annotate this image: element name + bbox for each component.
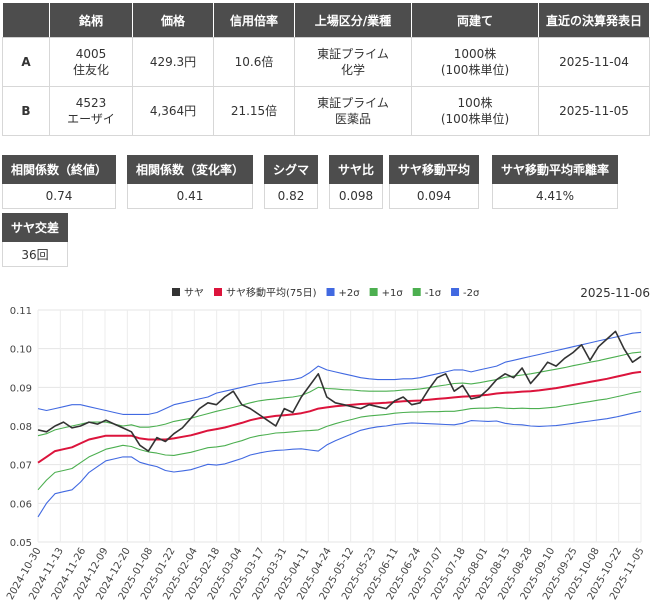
stat-spread-ratio: サヤ比 0.098: [328, 155, 384, 209]
market-cell: 東証プライム 化学: [294, 37, 412, 87]
stat-label: 相関係数（変化率）: [126, 155, 254, 184]
table-header-row: 銘柄 価格 信用倍率 上場区分/業種 両建て 直近の決算発表日: [2, 2, 650, 38]
stat-value: 36回: [1, 241, 69, 267]
legend-label: サヤ: [184, 287, 204, 299]
legend-swatch: [369, 288, 378, 296]
series-line-4: [37, 391, 642, 491]
market: 東証プライム: [317, 47, 389, 61]
margin-cell: 10.6倍: [213, 37, 295, 87]
header-earnings-date: 直近の決算発表日: [538, 2, 650, 38]
hedge-cell: 100株 (100株単位): [411, 86, 539, 136]
stat-correlation-close: 相関係数（終値） 0.74: [1, 155, 117, 209]
legend-swatch: [214, 288, 222, 296]
legend-label: サヤ移動平均(75日): [226, 286, 317, 299]
earnings-cell: 2025-11-04: [538, 37, 650, 87]
price-cell: 4,364円: [132, 86, 214, 136]
series-line-2: [37, 331, 642, 415]
stat-sigma: シグマ 0.82: [263, 155, 319, 209]
y-tick-label: 0.05: [10, 538, 32, 549]
industry: 化学: [340, 63, 365, 77]
legend-label: +1σ: [382, 288, 404, 299]
stat-spread-ma: サヤ移動平均 0.094: [388, 155, 480, 209]
legend-swatch: [172, 288, 180, 296]
stat-value: 0.094: [388, 183, 480, 209]
hedge-qty: 1000株: [453, 47, 497, 61]
series-line-3: [37, 351, 642, 437]
header-stock: 銘柄: [49, 2, 133, 38]
earnings-cell: 2025-11-05: [538, 86, 650, 136]
stock-code: 4523: [75, 96, 107, 110]
stat-value: 0.41: [126, 183, 254, 209]
legend-label: -1σ: [425, 288, 442, 299]
header-price: 価格: [132, 2, 214, 38]
legend-swatch: [326, 288, 335, 296]
hedge-qty: 100株: [457, 96, 493, 110]
row-key: A: [2, 37, 50, 87]
stat-spread-cross: サヤ交差 36回: [1, 213, 69, 267]
header-hedge: 両建て: [411, 2, 539, 38]
y-tick-label: 0.08: [10, 422, 32, 433]
chart-date-label: 2025-11-06: [580, 286, 650, 300]
stat-label: サヤ移動平均乖離率: [491, 155, 619, 184]
stat-value: 0.74: [1, 183, 117, 209]
row-key: B: [2, 86, 50, 136]
header-margin-ratio: 信用倍率: [213, 2, 295, 38]
stock-cell[interactable]: 4005 住友化: [49, 37, 133, 87]
stat-spread-ma-deviation: サヤ移動平均乖離率 4.41%: [491, 155, 619, 209]
industry: 医薬品: [334, 112, 371, 126]
stat-label: 相関係数（終値）: [1, 155, 117, 184]
hedge-unit: (100株単位): [440, 112, 510, 126]
series-line-0: [37, 330, 642, 452]
series-line-5: [37, 410, 642, 518]
legend-label: +2σ: [339, 288, 361, 299]
y-tick-label: 0.10: [10, 345, 32, 356]
stat-value: 0.098: [328, 183, 384, 209]
stat-correlation-change: 相関係数（変化率） 0.41: [126, 155, 254, 209]
y-tick-label: 0.11: [10, 306, 32, 317]
stat-value: 4.41%: [491, 183, 619, 209]
table-row: B 4523 エーザイ 4,364円 21.15倍 東証プライム 医薬品 100株 (…: [2, 86, 650, 136]
stock-name: 住友化: [72, 63, 109, 77]
legend-label: -2σ: [463, 288, 480, 299]
stock-code: 4005: [75, 47, 107, 61]
header-market-industry: 上場区分/業種: [294, 2, 412, 38]
hedge-unit: (100株単位): [440, 63, 510, 77]
hedge-cell: 1000株 (100株単位): [411, 37, 539, 87]
stat-label: シグマ: [263, 155, 319, 184]
market: 東証プライム: [317, 96, 389, 110]
margin-cell: 21.15倍: [213, 86, 295, 136]
spread-chart: 0.050.060.070.080.090.100.112024-10-3020…: [5, 286, 650, 602]
legend-swatch: [451, 288, 460, 296]
header-key: [2, 2, 50, 38]
legend-swatch: [412, 288, 421, 296]
price-cell: 429.3円: [132, 37, 214, 87]
stat-label: サヤ移動平均: [388, 155, 480, 184]
y-tick-label: 0.07: [10, 461, 32, 472]
stock-cell[interactable]: 4523 エーザイ: [49, 86, 133, 136]
stat-value: 0.82: [263, 183, 319, 209]
stock-name: エーザイ: [67, 112, 115, 126]
table-row: A 4005 住友化 429.3円 10.6倍 東証プライム 化学 1000株 (10…: [2, 37, 650, 87]
stat-label: サヤ比: [328, 155, 384, 184]
y-tick-label: 0.06: [10, 499, 32, 510]
series-line-1: [37, 370, 642, 464]
stat-label: サヤ交差: [1, 213, 69, 242]
comparison-table: 銘柄 価格 信用倍率 上場区分/業種 両建て 直近の決算発表日 A 4005 住友…: [2, 2, 650, 136]
y-tick-label: 0.09: [10, 383, 32, 394]
market-cell: 東証プライム 医薬品: [294, 86, 412, 136]
